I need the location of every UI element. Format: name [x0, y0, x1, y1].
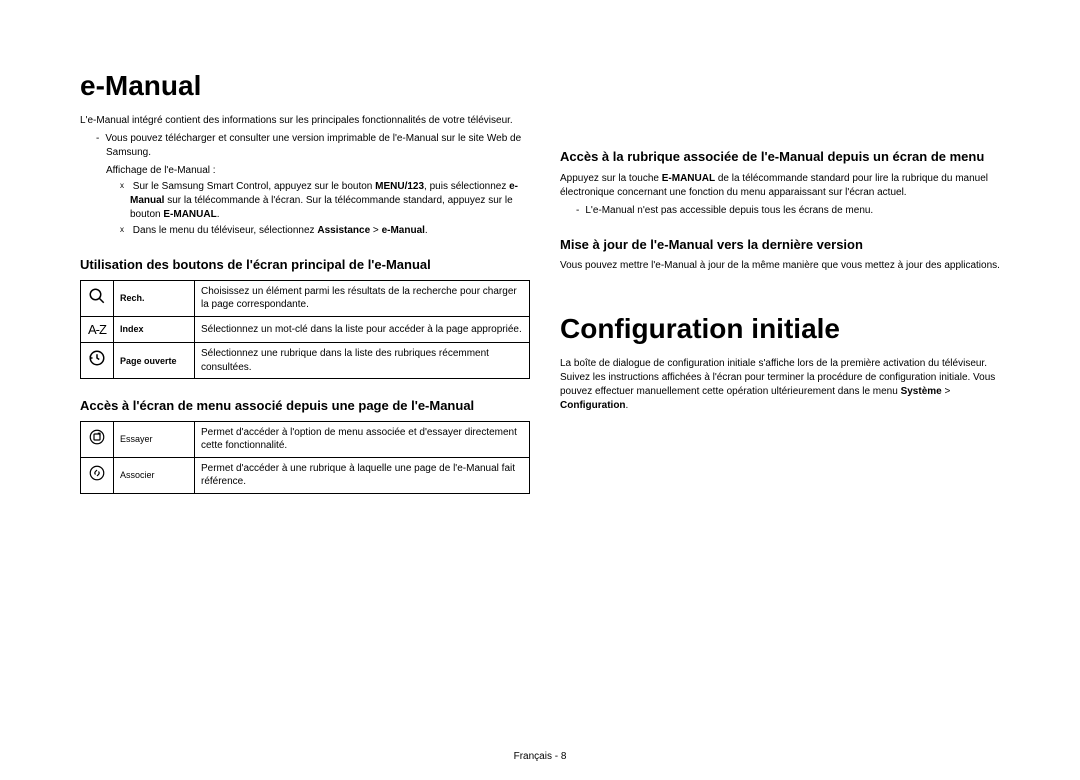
assistance-label: Assistance [317, 225, 370, 236]
table-row: Essayer Permet d'accéder à l'option de m… [81, 421, 530, 457]
intro-text: L'e-Manual intégré contient des informat… [80, 114, 530, 128]
tv-menu-step: Dans le menu du téléviseur, sélectionnez… [120, 224, 530, 238]
text-fragment: Dans le menu du téléviseur, sélectionnez [133, 225, 318, 236]
text-fragment: Sur le Samsung Smart Control, appuyez su… [133, 181, 375, 192]
page-ouverte-label: Page ouverte [114, 343, 195, 379]
link-icon [81, 457, 114, 493]
essayer-desc: Permet d'accéder à l'option de menu asso… [195, 421, 530, 457]
page-footer: Français - 8 [0, 751, 1080, 762]
menu123-label: MENU/123 [375, 181, 424, 192]
heading-buttons: Utilisation des boutons de l'écran princ… [80, 256, 530, 274]
search-desc: Choisissez un élément parmi les résultat… [195, 280, 530, 316]
heading-menu-access: Accès à l'écran de menu associé depuis u… [80, 397, 530, 415]
emanual-button-label: E-MANUAL [662, 173, 715, 184]
index-desc: Sélectionnez un mot-clé dans la liste po… [195, 316, 530, 343]
table-row: Rech. Choisissez un élément parmi les ré… [81, 280, 530, 316]
associer-desc: Permet d'accéder à une rubrique à laquel… [195, 457, 530, 493]
text-fragment: . [425, 225, 428, 236]
emanual-button-label: E-MANUAL [163, 209, 216, 220]
associer-label: Associer [114, 457, 195, 493]
table-row: Associer Permet d'accéder à une rubrique… [81, 457, 530, 493]
search-label: Rech. [114, 280, 195, 316]
two-column-layout: e-Manual L'e-Manual intégré contient des… [80, 70, 1010, 494]
right-column: Accès à la rubrique associée de l'e-Manu… [560, 70, 1010, 494]
text-fragment: Appuyez sur la touche [560, 173, 662, 184]
index-icon: A-Z [81, 316, 114, 343]
update-text: Vous pouvez mettre l'e-Manual à jour de … [560, 259, 1010, 273]
manual-page: e-Manual L'e-Manual intégré contient des… [0, 0, 1080, 780]
text-fragment: , puis sélectionnez [424, 181, 509, 192]
heading-update: Mise à jour de l'e-Manual vers la derniè… [560, 236, 1010, 254]
table-row: A-Z Index Sélectionnez un mot-clé dans l… [81, 316, 530, 343]
heading-configuration: Configuration initiale [560, 313, 1010, 345]
search-icon [81, 280, 114, 316]
heading-access-rubrique: Accès à la rubrique associée de l'e-Manu… [560, 148, 1010, 166]
affichage-label: Affichage de l'e-Manual : [106, 164, 530, 178]
configuration-text: La boîte de dialogue de configuration in… [560, 357, 1010, 413]
systeme-label: Système [901, 386, 942, 397]
heading-emanual: e-Manual [80, 70, 530, 102]
history-icon [81, 343, 114, 379]
smart-control-step: Sur le Samsung Smart Control, appuyez su… [120, 180, 530, 222]
text-fragment: > [370, 225, 381, 236]
access-rubrique-text: Appuyez sur la touche E-MANUAL de la tél… [560, 172, 1010, 200]
download-bullet: Vous pouvez télécharger et consulter une… [96, 132, 530, 160]
page-ouverte-desc: Sélectionnez une rubrique dans la liste … [195, 343, 530, 379]
emanual-label: e-Manual [382, 225, 425, 236]
not-accessible-bullet: L'e-Manual n'est pas accessible depuis t… [576, 204, 1010, 218]
left-column: e-Manual L'e-Manual intégré contient des… [80, 70, 530, 494]
table-row: Page ouverte Sélectionnez une rubrique d… [81, 343, 530, 379]
configuration-label: Configuration [560, 400, 626, 411]
essayer-label: Essayer [114, 421, 195, 457]
text-fragment: . [626, 400, 629, 411]
try-icon [81, 421, 114, 457]
access-table: Essayer Permet d'accéder à l'option de m… [80, 421, 530, 494]
text-fragment: . [217, 209, 220, 220]
text-fragment: > [942, 386, 951, 397]
az-text: A-Z [88, 322, 106, 337]
index-label: Index [114, 316, 195, 343]
buttons-table: Rech. Choisissez un élément parmi les ré… [80, 280, 530, 380]
